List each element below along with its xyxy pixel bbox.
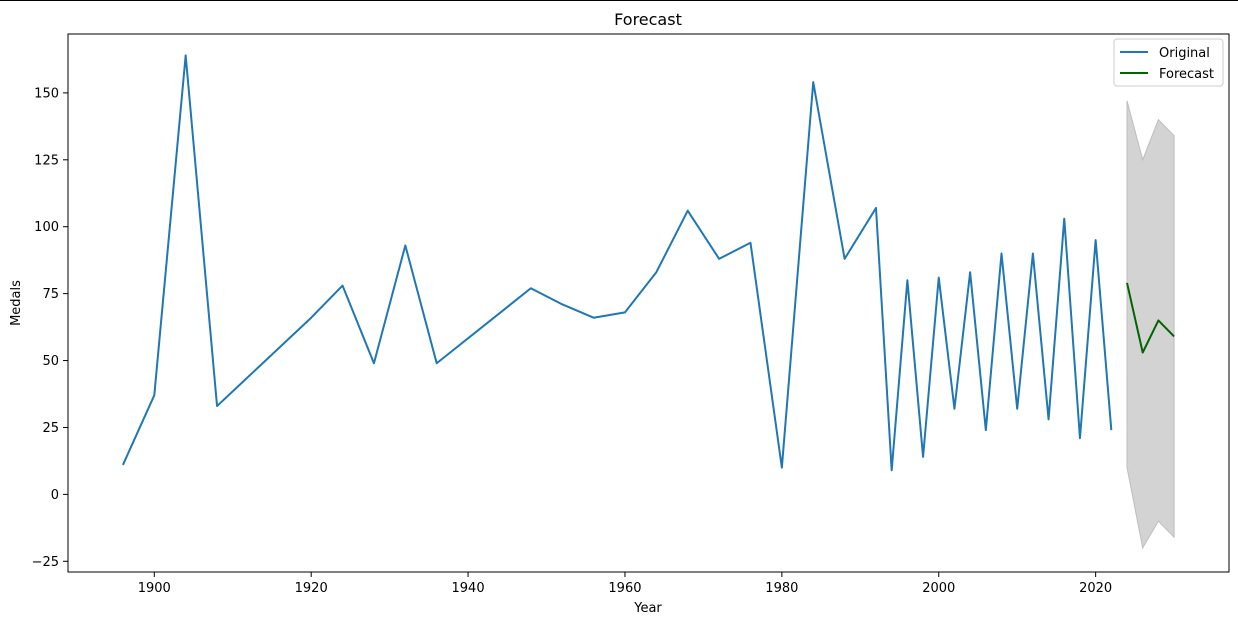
series-line-original xyxy=(122,54,1113,472)
legend-label-original: Original xyxy=(1159,46,1210,61)
x-tick-label: 2000 xyxy=(922,581,955,596)
y-axis-ticks: −25 0 25 50 75 100 125 150 xyxy=(32,86,68,570)
y-tick-label: 75 xyxy=(42,287,59,302)
y-tick-label: 150 xyxy=(34,86,59,101)
series-layer xyxy=(122,54,1175,472)
y-tick-label: −25 xyxy=(32,555,59,570)
y-tick-label: 25 xyxy=(42,421,59,436)
y-tick-label: 100 xyxy=(34,220,59,235)
chart-title: Forecast xyxy=(614,10,682,29)
confidence-band-layer xyxy=(1126,100,1175,550)
confidence-band xyxy=(1126,100,1175,550)
y-tick-label: 125 xyxy=(34,153,59,168)
legend-label-forecast: Forecast xyxy=(1159,67,1214,82)
plot-frame xyxy=(67,33,1230,573)
x-tick-label: 1980 xyxy=(765,581,798,596)
x-axis-ticks: 1900 1920 1940 1960 1980 2000 2020 xyxy=(138,572,1112,596)
x-tick-label: 1920 xyxy=(295,581,328,596)
top-border xyxy=(0,0,1238,1)
x-tick-label: 1940 xyxy=(452,581,485,596)
y-tick-label: 50 xyxy=(42,354,59,369)
x-tick-label: 2020 xyxy=(1079,581,1112,596)
legend: Original Forecast xyxy=(1113,38,1224,87)
legend-box xyxy=(1113,38,1224,87)
series-line-forecast xyxy=(1126,282,1175,354)
x-axis-label: Year xyxy=(633,601,662,616)
x-tick-label: 1960 xyxy=(608,581,641,596)
x-tick-label: 1900 xyxy=(138,581,171,596)
y-axis-label: Medals xyxy=(9,280,24,326)
y-tick-label: 0 xyxy=(51,488,59,503)
